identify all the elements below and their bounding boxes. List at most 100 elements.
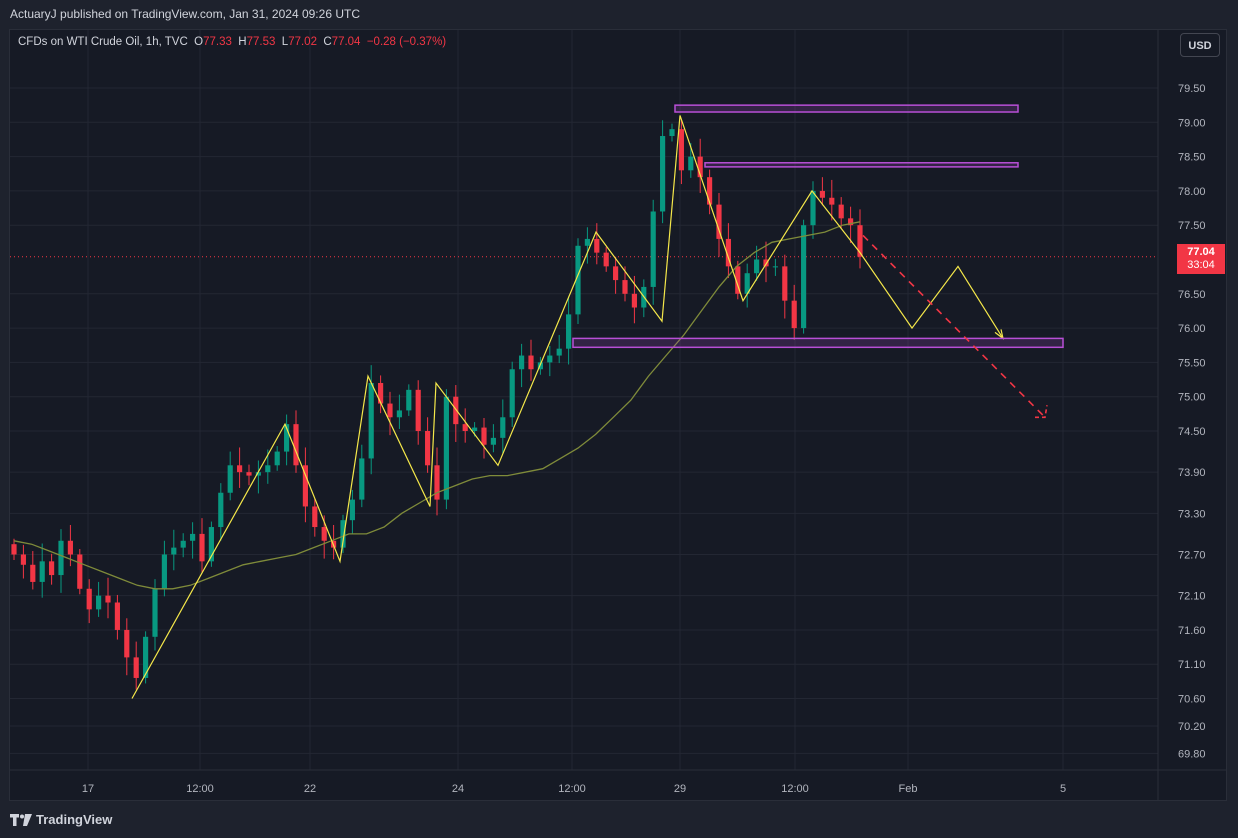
candle-body	[312, 506, 318, 528]
x-tick-label: 5	[1060, 783, 1066, 795]
candle-body	[716, 204, 722, 239]
x-tick-label: 12:00	[186, 783, 214, 795]
candle-body	[114, 602, 120, 630]
candle-body	[669, 129, 675, 137]
candle-body	[566, 314, 572, 349]
low-label: L	[281, 36, 289, 48]
candle-body	[143, 636, 149, 678]
pattern-zigzag	[131, 115, 1004, 699]
candle-body	[190, 533, 196, 541]
candle-body	[838, 204, 844, 219]
chart-frame[interactable]: 79.50 79.00 78.50 78.00 77.50 76.50 76.00 75.50…	[9, 29, 1227, 801]
candle-body	[227, 465, 233, 493]
candle-body	[631, 293, 637, 308]
candle-body	[575, 245, 581, 315]
candle-body	[208, 527, 214, 562]
candle-body	[293, 424, 299, 466]
x-tick-label: 22	[304, 783, 316, 795]
candle-body	[772, 266, 778, 268]
candle-body	[810, 190, 816, 226]
candle-body	[152, 588, 158, 637]
candle-body	[519, 355, 525, 370]
bar-countdown: 33:04	[1187, 259, 1215, 271]
low-value: 77.02	[288, 36, 317, 48]
footer: TradingView	[10, 812, 112, 827]
candle-body	[265, 465, 271, 473]
candle-body	[105, 595, 111, 603]
candle-body	[255, 472, 261, 476]
candle-body	[387, 403, 393, 418]
footer-brand: TradingView	[36, 812, 113, 827]
candle-body	[660, 136, 666, 212]
candle-body	[490, 437, 496, 445]
y-tick-label: 71.60	[1178, 625, 1206, 637]
candle-body	[678, 129, 684, 171]
tradingview-logo-icon	[10, 813, 32, 826]
candle-body	[86, 588, 92, 610]
candle-body	[11, 544, 17, 555]
published-line: ActuaryJ published on TradingView.com, J…	[10, 7, 360, 21]
candle-body	[500, 417, 506, 438]
x-tick-label: 12:00	[781, 783, 809, 795]
candle-body	[763, 259, 769, 267]
candle-body	[378, 382, 384, 404]
candle-body	[688, 156, 694, 171]
candlestick-chart[interactable]: 79.50 79.00 78.50 78.00 77.50 76.50 76.00 75.50…	[10, 30, 1226, 800]
candle-body	[302, 465, 308, 507]
price-zone	[704, 162, 1019, 168]
candle-body	[453, 396, 459, 425]
change-value: −0.28 (−0.37%)	[366, 36, 447, 48]
candle-body	[199, 533, 205, 562]
y-tick-label: 73.30	[1178, 508, 1206, 520]
candle-body	[406, 389, 412, 411]
candle-body	[246, 472, 252, 476]
candle-body	[791, 300, 797, 329]
candle-body	[547, 355, 553, 363]
candle-body	[161, 554, 167, 589]
candle-body	[603, 252, 609, 267]
x-tick-label: 12:00	[558, 783, 586, 795]
high-value: 77.53	[246, 36, 276, 48]
y-tick-label: 70.20	[1178, 721, 1206, 733]
y-tick-label: 78.00	[1178, 186, 1206, 198]
candle-body	[368, 382, 374, 459]
y-tick-label: 78.50	[1178, 152, 1206, 164]
candle-body	[340, 520, 346, 548]
candle-body	[472, 427, 478, 431]
candle-body	[237, 465, 243, 473]
top-bar: ActuaryJ published on TradingView.com, J…	[0, 0, 1238, 30]
candle-body	[30, 564, 36, 582]
price-zone	[674, 104, 1019, 113]
x-tick-label: Feb	[899, 783, 918, 795]
moving-average-line	[13, 221, 861, 590]
candle-body	[425, 431, 431, 466]
close-label: C	[323, 36, 332, 48]
candle-body	[725, 238, 731, 267]
y-tick-label: 74.50	[1178, 426, 1206, 438]
y-tick-label: 75.50	[1178, 357, 1206, 369]
candle-body	[396, 410, 402, 418]
y-tick-label: 71.10	[1178, 659, 1206, 671]
pattern-arrow-head	[994, 329, 1004, 340]
projection-arrow	[862, 234, 1046, 418]
candle-body	[462, 424, 468, 431]
candle-body	[819, 190, 825, 198]
last-price-tag: 77.04 33:04	[1177, 244, 1225, 274]
price-zone	[572, 337, 1064, 349]
high-label: H	[238, 36, 247, 48]
y-tick-label: 77.50	[1178, 220, 1206, 232]
y-tick-label: 75.00	[1178, 392, 1206, 404]
candle-body	[528, 355, 534, 370]
currency-button[interactable]: USD	[1180, 33, 1220, 57]
candle-body	[415, 389, 421, 431]
candle-body	[613, 266, 619, 281]
candle-body	[556, 348, 562, 356]
candle-body	[274, 451, 280, 466]
candle-body	[20, 554, 26, 565]
y-tick-label: 76.50	[1178, 289, 1206, 301]
candle-body	[707, 177, 713, 205]
candle-body	[622, 280, 628, 294]
close-value: 77.04	[331, 36, 361, 48]
candle-body	[180, 540, 186, 548]
candle-body	[509, 369, 515, 418]
